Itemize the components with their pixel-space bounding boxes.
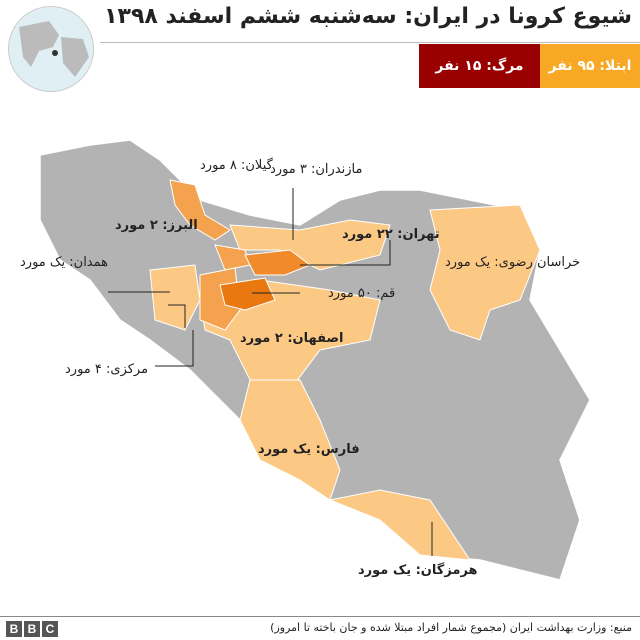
source-note: منبع: وزارت بهداشت ایران (مجموع شمار افر… bbox=[270, 621, 632, 634]
label-hormozgan: هرمزگان: یک مورد bbox=[358, 563, 478, 578]
region-gilan bbox=[169, 179, 231, 241]
label-qom: قم: ۵۰ مورد bbox=[328, 286, 396, 301]
page-title: شیوع کرونا در ایران: سه‌شنبه ششم اسفند ۱… bbox=[104, 4, 632, 29]
locator-globe bbox=[8, 6, 94, 92]
label-markazi: مرکزی: ۴ مورد bbox=[65, 362, 149, 377]
label-hamedan: همدان: یک مورد bbox=[20, 255, 108, 270]
label-gilan: گیلان: ۸ مورد bbox=[200, 158, 273, 173]
leader-lines bbox=[108, 188, 433, 556]
label-mazandaran: مازندران: ۳ مورد bbox=[270, 162, 363, 177]
region-hormozgan bbox=[328, 489, 472, 561]
deaths-badge: مرگ: ۱۵ نفر bbox=[419, 44, 540, 88]
region-hamedan bbox=[149, 264, 201, 331]
iran-map bbox=[39, 139, 591, 581]
label-alborz: البرز: ۲ مورد bbox=[115, 218, 198, 233]
label-isfahan: اصفهان: ۲ مورد bbox=[240, 331, 344, 346]
region-mazandaran bbox=[229, 219, 391, 271]
region-tehran bbox=[244, 249, 312, 276]
label-fars: فارس: یک مورد bbox=[258, 442, 360, 457]
footer-divider bbox=[0, 616, 640, 617]
region-qom bbox=[219, 277, 276, 311]
label-tehran: تهران: ۲۲ مورد bbox=[342, 227, 440, 242]
label-khorasan: خراسان رضوی: یک مورد bbox=[445, 255, 581, 270]
infected-badge: ابتلا: ۹۵ نفر bbox=[540, 44, 640, 88]
divider bbox=[100, 42, 640, 43]
region-khorasan bbox=[429, 204, 541, 341]
